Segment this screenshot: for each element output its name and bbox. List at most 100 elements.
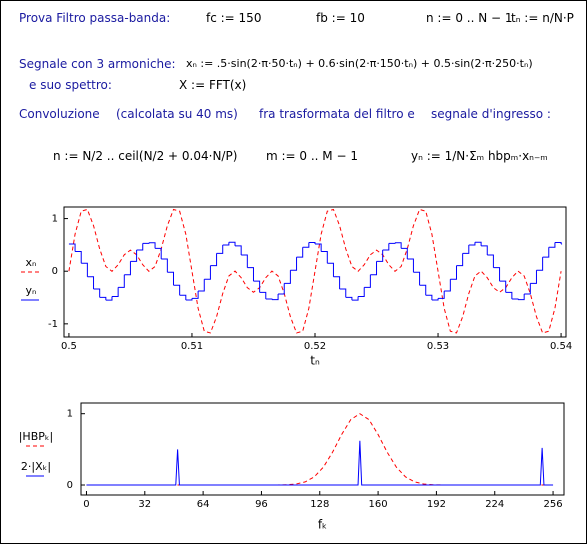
step-segment — [124, 261, 131, 276]
step-segment — [216, 245, 224, 254]
step-segment — [228, 241, 236, 246]
formula: m := 0 .. M − 1 — [266, 149, 358, 163]
step-segment — [148, 242, 156, 249]
step-segment — [438, 290, 445, 299]
label: (calcolata su 40 ms) — [116, 107, 238, 121]
step-segment — [394, 242, 402, 249]
step-segment — [142, 242, 150, 244]
step-segment — [321, 250, 328, 264]
step-segment — [265, 298, 273, 300]
step-segment — [136, 243, 144, 251]
step-segment — [548, 242, 556, 248]
step-segment — [333, 276, 341, 290]
y-tick-label: 0 — [52, 266, 58, 277]
label: e suo spettro: — [29, 78, 112, 92]
step-segment — [351, 296, 359, 301]
step-segment — [75, 250, 82, 264]
series-line — [68, 208, 562, 334]
step-segment — [296, 247, 304, 258]
formula: n := 0 .. N − 1 — [426, 11, 513, 25]
y-tick-label: 1 — [52, 214, 58, 225]
step-segment — [401, 247, 408, 259]
x-tick-label: 96 — [255, 499, 268, 510]
step-segment — [87, 276, 95, 290]
step-segment — [431, 298, 439, 301]
step-segment — [105, 296, 113, 301]
step-segment — [167, 271, 175, 286]
step-segment — [524, 283, 531, 295]
title: Prova Filtro passa-banda: — [19, 11, 171, 25]
step-segment — [554, 241, 562, 244]
step-segment — [253, 280, 261, 293]
step-segment — [284, 270, 291, 284]
step-segment — [382, 243, 390, 251]
step-segment — [179, 294, 187, 300]
x-tick-label: 0.53 — [427, 341, 449, 352]
legend-label: yₙ — [26, 284, 37, 297]
step-segment — [505, 291, 513, 300]
y-tick-label: -1 — [48, 319, 58, 330]
x-tick-label: 0.51 — [181, 341, 203, 352]
plot-area — [68, 208, 563, 334]
x-tick-label: 64 — [197, 499, 210, 510]
step-segment — [278, 283, 285, 295]
step-segment — [339, 288, 347, 298]
step-segment — [118, 274, 125, 288]
step-segment — [542, 247, 550, 258]
step-segment — [161, 258, 168, 273]
x-axis-label: fₖ — [318, 518, 327, 532]
legend-label: xₙ — [26, 256, 37, 269]
step-segment — [474, 241, 482, 246]
step-segment — [241, 254, 248, 268]
step-segment — [358, 287, 365, 298]
label: fra trasformata del filtro e — [259, 107, 415, 121]
x-tick-label: 192 — [427, 499, 446, 510]
step-segment — [481, 245, 488, 255]
step-segment — [155, 247, 162, 259]
step-segment — [493, 267, 501, 282]
step-segment — [407, 258, 414, 273]
step-segment — [247, 267, 254, 282]
step-segment — [345, 296, 353, 301]
formula: fc := 150 — [206, 11, 262, 25]
x-tick-label: 224 — [485, 499, 504, 510]
step-segment — [530, 270, 537, 284]
label: segnale d'ingresso : — [431, 107, 551, 121]
step-segment — [185, 298, 193, 301]
step-segment — [536, 257, 544, 271]
step-segment — [456, 253, 464, 267]
x-tick-label: 0.52 — [304, 341, 326, 352]
step-segment — [302, 242, 310, 248]
formula: yₙ := 1/N·Σₘ hbpₘ·xₙ₋ₘ — [411, 149, 548, 163]
x-tick-label: 0 — [83, 499, 89, 510]
x-tick-label: 160 — [369, 499, 388, 510]
formula: fb := 10 — [316, 11, 365, 25]
step-segment — [468, 242, 476, 246]
y-tick-label: 0 — [67, 480, 73, 491]
step-segment — [204, 265, 211, 280]
step-segment — [290, 257, 298, 271]
step-segment — [499, 280, 507, 293]
step-segment — [99, 296, 107, 301]
formula: n := N/2 .. ceil(N/2 + 0.04·N/P) — [53, 149, 238, 163]
step-segment — [487, 254, 494, 268]
step-segment — [271, 294, 279, 301]
step-segment — [518, 294, 525, 301]
step-segment — [511, 298, 519, 300]
plot-area — [86, 413, 554, 486]
step-segment — [111, 287, 119, 298]
step-segment — [462, 245, 470, 254]
formula: tₙ := n/N·P — [511, 11, 574, 25]
step-segment — [413, 271, 421, 286]
formula: xₙ := .5·sin(2·π·50·tₙ) + 0.6·sin(2·π·15… — [186, 57, 533, 70]
formula: X := FFT(x) — [179, 78, 247, 92]
step-segment — [315, 243, 322, 252]
step-segment — [388, 242, 396, 244]
step-segment — [370, 261, 378, 276]
step-segment — [191, 290, 199, 299]
series-line — [86, 413, 554, 486]
step-segment — [173, 284, 181, 296]
legend-label: |HBPₖ| — [19, 430, 54, 443]
